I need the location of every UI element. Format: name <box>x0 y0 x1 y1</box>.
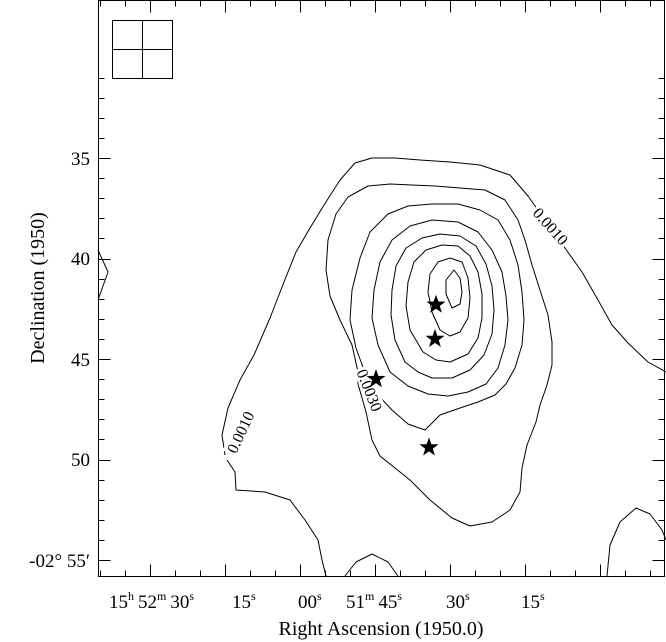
contour-8 <box>445 269 463 309</box>
star-marker-1 <box>426 294 446 313</box>
x-tick-15h52m30s: 15h 52m 30s <box>109 589 194 613</box>
x-tick-15s-right: 15s <box>521 589 545 613</box>
x-tick-30s: 30s <box>446 589 470 613</box>
star-marker-2 <box>425 328 445 347</box>
y-tick-50: 50 <box>71 450 90 471</box>
contour-6 <box>405 244 483 363</box>
y-tick-55: -02° 55′ <box>29 551 90 572</box>
contour-1 <box>221 157 666 456</box>
contour-lines <box>97 157 666 577</box>
contour-label-0030: 0.0030 <box>352 367 384 414</box>
x-tick-labels: 15h 52m 30s 15s 00s 51m 45s 30s 15s <box>109 589 545 613</box>
x-axis-label: Right Ascension (1950.0) <box>279 618 484 640</box>
contour-5 <box>390 233 495 379</box>
star-markers <box>366 294 446 456</box>
contour-label-0010-lower: 0.0010 <box>224 409 258 456</box>
y-tick-40: 40 <box>71 249 90 270</box>
edge-contour-bottom-b <box>606 507 666 577</box>
contour-1b <box>226 459 327 577</box>
y-tick-45: 45 <box>71 350 90 371</box>
axis-ticks <box>98 0 665 577</box>
beam-box <box>112 20 173 79</box>
star-marker-4 <box>419 437 439 456</box>
plot-frame <box>98 0 665 577</box>
contour-label-0010-upper: 0.0010 <box>529 205 571 249</box>
x-tick-15s: 15s <box>232 589 256 613</box>
x-tick-00s: 00s <box>298 589 322 613</box>
contour-2 <box>325 183 553 527</box>
contour-labels: 0.0010 0.0010 0.0030 <box>222 202 574 458</box>
y-tick-labels: 35 40 45 50 -02° 55′ <box>29 149 90 572</box>
star-marker-3 <box>366 369 386 388</box>
edge-contour-bottom-a <box>344 553 399 577</box>
contour-7 <box>427 257 471 337</box>
x-tick-51m45s: 51m 45s <box>346 589 402 613</box>
edge-contour-left <box>97 249 109 301</box>
y-tick-35: 35 <box>71 149 90 170</box>
y-axis-label: Declination (1950) <box>27 212 49 364</box>
contour-3 <box>349 203 525 431</box>
contour-4 <box>371 219 509 397</box>
